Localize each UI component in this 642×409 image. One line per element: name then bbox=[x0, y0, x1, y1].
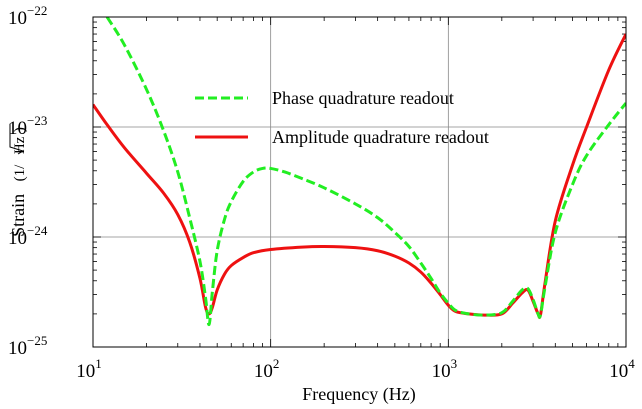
series-lines bbox=[93, 17, 626, 327]
tick-labels: 101 102 103 104 10−22 10−23 10−24 10−25 bbox=[8, 3, 635, 382]
y-axis-label-main: Strain bbox=[8, 194, 28, 237]
y-axis-label-unit-suffix: ) bbox=[12, 127, 28, 132]
y-tick-label: 10−22 bbox=[8, 3, 47, 29]
svg-text:Strain (1/ Hz: Strain (1/ Hz ) bbox=[8, 127, 28, 237]
y-axis-label: Strain (1/ Hz ) bbox=[8, 124, 28, 237]
x-tick-label: 104 bbox=[609, 356, 635, 382]
sqrt-radical-icon bbox=[9, 124, 25, 155]
plot-frame bbox=[92, 16, 627, 348]
legend-label-phase: Phase quadrature readout bbox=[272, 88, 454, 108]
x-tick-label: 102 bbox=[254, 356, 280, 382]
legend-label-amplitude: Amplitude quadrature readout bbox=[272, 127, 489, 147]
series-phase-quadrature-line bbox=[105, 17, 626, 327]
y-axis-label-unit-prefix: (1/ bbox=[12, 164, 28, 181]
x-axis-label: Frequency (Hz) bbox=[302, 384, 415, 405]
y-tick-label: 10−25 bbox=[8, 333, 47, 359]
y-axis-label-unit-radicand: Hz bbox=[12, 136, 28, 154]
legend: Phase quadrature readout Amplitude quadr… bbox=[195, 88, 489, 147]
x-tick-label: 103 bbox=[432, 356, 458, 382]
x-tick-label: 101 bbox=[76, 356, 102, 382]
grid-lines bbox=[93, 17, 626, 347]
y-tick-label: 10−23 bbox=[8, 113, 47, 139]
plot-background bbox=[93, 17, 626, 347]
y-tick-label: 10−24 bbox=[8, 223, 48, 249]
